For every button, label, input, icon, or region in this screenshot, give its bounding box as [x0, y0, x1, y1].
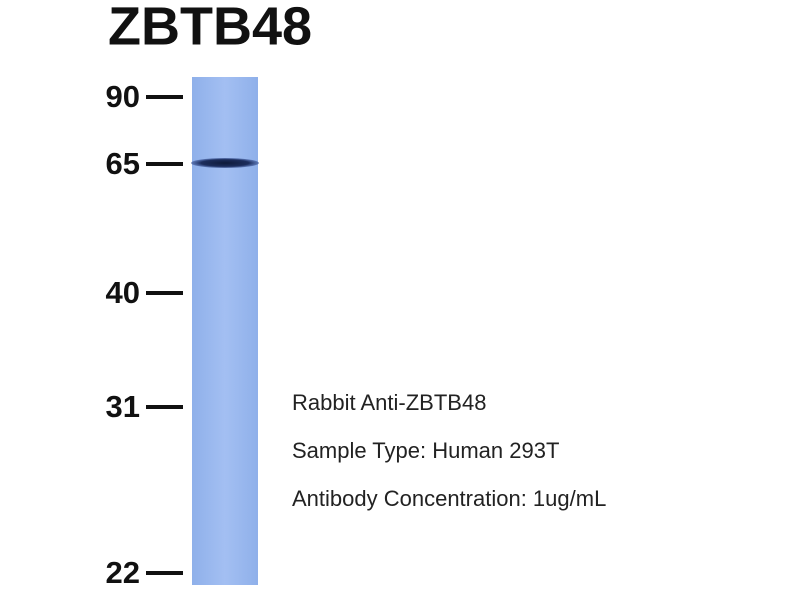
note-line: Sample Type: Human 293T [292, 438, 559, 463]
marker-label: 22 [106, 555, 140, 590]
marker-ladder: 90 65 40 31 22 [106, 79, 183, 590]
marker-label: 40 [106, 275, 140, 310]
notes: Rabbit Anti-ZBTB48 Sample Type: Human 293… [292, 390, 606, 511]
blot-title: ZBTB48 [108, 0, 312, 56]
gel-lane [192, 77, 258, 585]
note-line: Antibody Concentration: 1ug/mL [292, 486, 606, 511]
protein-band [191, 158, 259, 168]
marker-label: 90 [106, 79, 140, 114]
note-line: Rabbit Anti-ZBTB48 [292, 390, 486, 415]
marker-label: 65 [106, 146, 140, 181]
marker-label: 31 [106, 389, 140, 424]
